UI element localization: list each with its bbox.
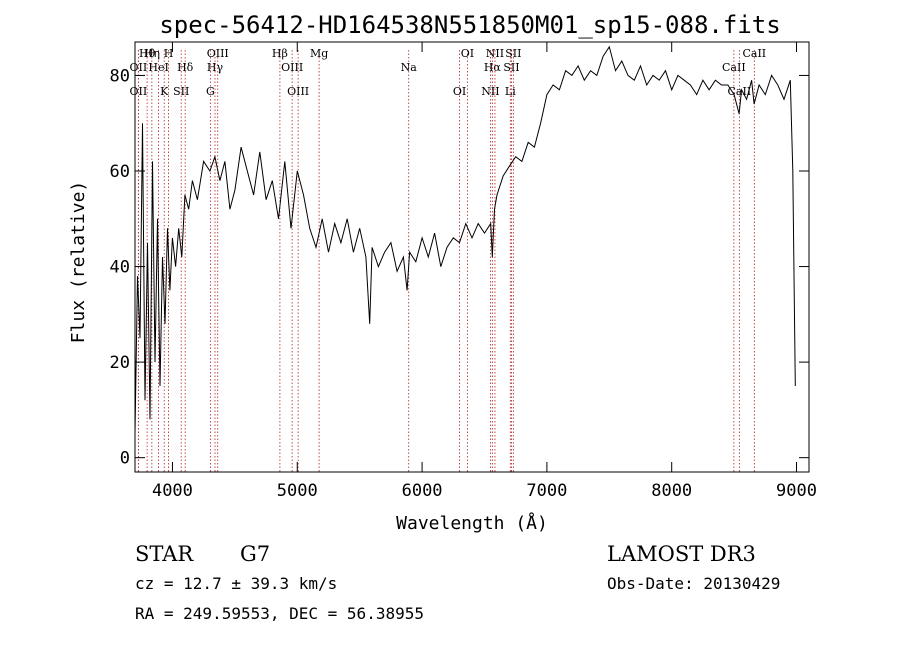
x-tick-label: 9000	[776, 481, 817, 501]
spectral-line-label: G	[206, 85, 215, 98]
chart-title: spec-56412-HD164538N551850M01_sp15-088.f…	[159, 11, 780, 39]
spectral-line-label: K	[160, 85, 169, 98]
spectral-line-label: H	[164, 47, 174, 60]
x-axis-ticks: 4000 5000 6000 7000 8000 9000	[152, 42, 817, 501]
spectral-line-label: Na	[401, 61, 418, 74]
spectral-line-label: SII	[505, 47, 521, 60]
spectral-line-label: SII	[503, 61, 519, 74]
spectral-line-label: CaII	[742, 47, 766, 60]
spectral-line-label: OIII	[287, 85, 309, 98]
spectral-line-label: OII	[130, 61, 148, 74]
y-tick-label: 60	[110, 162, 130, 182]
x-axis-label: Wavelength (Å)	[396, 512, 548, 534]
spectral-line-label: NII	[481, 85, 499, 98]
spectral-line-label: NII	[486, 47, 504, 60]
spectral-line-label: OIII	[207, 47, 229, 60]
y-axis-ticks: 0 20 40 60 80	[110, 66, 809, 469]
spectral-line-label: OI	[453, 85, 466, 98]
y-tick-label: 80	[110, 66, 130, 86]
spectral-line-labels: HθOIIOIIHηHeIKHHδSIIOIIIHγGHβOIIIOIIIMgN…	[130, 47, 767, 98]
spectral-line-label: Hβ	[272, 47, 288, 60]
spectral-line-label: Hδ	[177, 61, 194, 74]
sky-coordinates: RA = 249.59553, DEC = 56.38955	[135, 604, 424, 623]
object-class: STAR	[135, 542, 194, 566]
spectral-line-markers	[137, 50, 755, 472]
spectral-line-label: SII	[173, 85, 189, 98]
spectral-line-label: HeI	[148, 61, 168, 74]
spectral-line-label: Li	[505, 85, 516, 98]
spectral-line-label: OI	[461, 47, 474, 60]
spectral-line-label: CaII	[728, 85, 752, 98]
y-tick-label: 40	[110, 258, 130, 278]
y-tick-label: 0	[120, 449, 130, 469]
x-tick-label: 6000	[402, 481, 443, 501]
spectral-line-label: OIII	[281, 61, 303, 74]
x-tick-label: 5000	[277, 481, 318, 501]
spectral-line-label: Hθ	[139, 47, 156, 60]
spectral-line-label: Hα	[484, 61, 502, 74]
spectral-line-label: CaII	[722, 61, 746, 74]
observation-date: Obs-Date: 20130429	[607, 574, 780, 593]
y-axis-label: Flux (relative)	[68, 181, 89, 344]
spectral-line-label: Hη	[144, 47, 160, 60]
object-subclass: G7	[240, 542, 270, 566]
spectral-line-label: Hγ	[207, 61, 224, 74]
x-tick-label: 4000	[152, 481, 193, 501]
y-tick-label: 20	[110, 353, 130, 373]
plot-frame	[134, 41, 810, 473]
flux-series-line	[134, 45, 796, 434]
x-tick-label: 8000	[651, 481, 692, 501]
redshift-value: cz = 12.7 ± 39.3 km/s	[135, 574, 337, 593]
x-tick-label: 7000	[526, 481, 567, 501]
spectral-line-label: OII	[130, 85, 148, 98]
spectral-line-label: Mg	[310, 47, 328, 60]
survey-name: LAMOST DR3	[607, 542, 756, 566]
